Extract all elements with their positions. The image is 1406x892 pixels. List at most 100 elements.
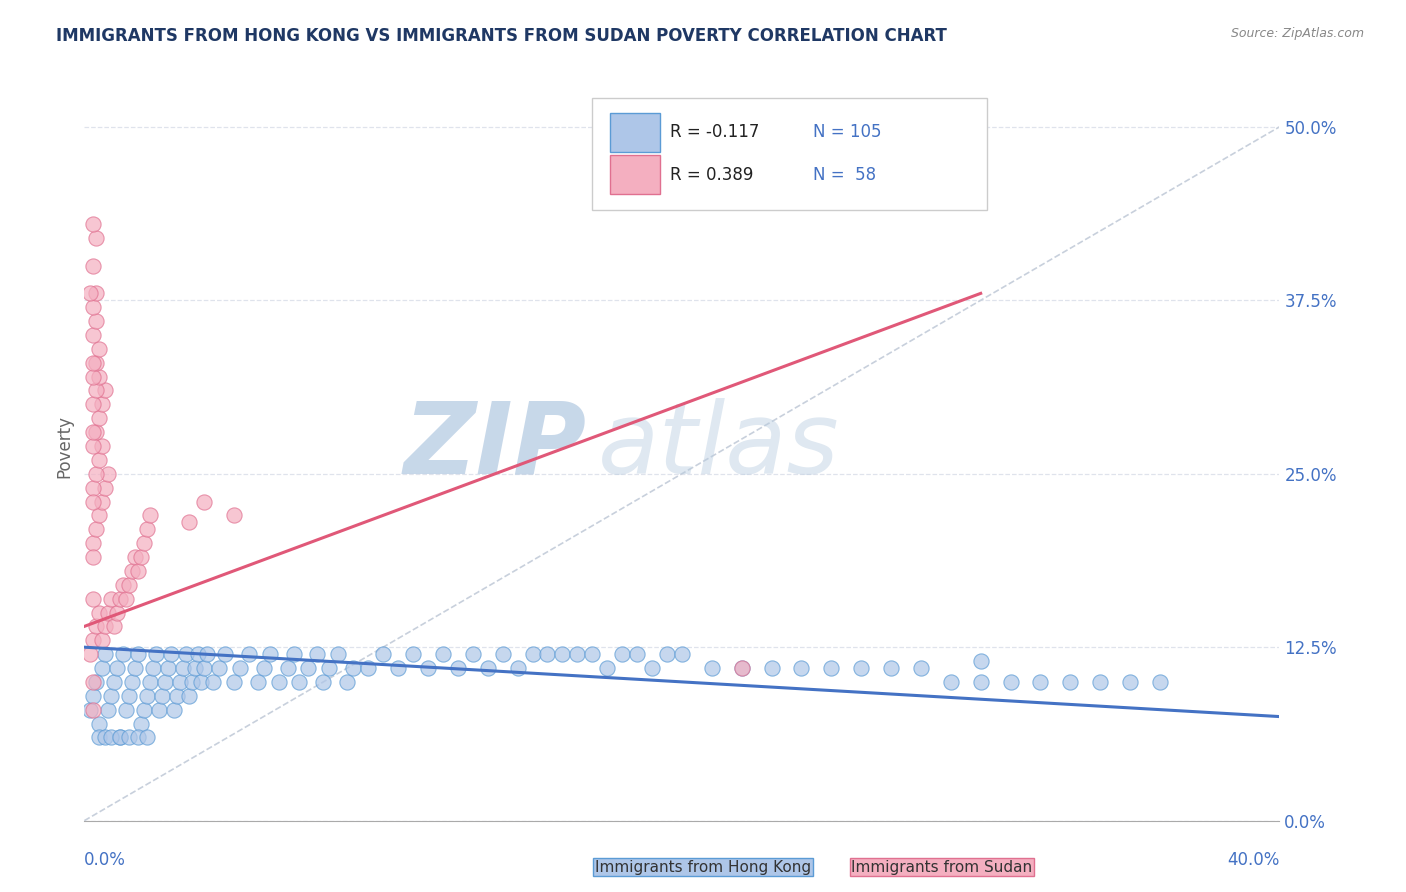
Point	[86, 231, 108, 245]
Point	[82, 356, 104, 370]
Point	[402, 647, 425, 661]
Text: ZIP: ZIP	[404, 398, 586, 494]
Point	[910, 661, 932, 675]
Point	[970, 654, 993, 668]
Point	[761, 661, 783, 675]
Point	[89, 411, 111, 425]
Point	[148, 703, 170, 717]
Point	[641, 661, 664, 675]
Point	[655, 647, 678, 661]
Point	[447, 661, 470, 675]
Point	[373, 647, 395, 661]
Point	[1000, 674, 1022, 689]
Point	[86, 522, 108, 536]
Point	[82, 217, 104, 231]
Point	[731, 661, 754, 675]
Point	[82, 425, 104, 439]
Point	[195, 647, 218, 661]
Point	[970, 674, 993, 689]
Point	[506, 661, 529, 675]
Point	[172, 661, 194, 675]
Point	[97, 606, 120, 620]
Point	[612, 647, 634, 661]
Point	[193, 494, 215, 508]
Point	[253, 661, 276, 675]
Point	[522, 647, 544, 661]
Point	[1090, 674, 1112, 689]
Point	[136, 522, 159, 536]
Point	[939, 674, 962, 689]
Point	[82, 633, 104, 648]
Point	[238, 647, 260, 661]
Point	[79, 647, 101, 661]
Point	[100, 731, 122, 745]
Point	[288, 674, 311, 689]
Point	[142, 661, 165, 675]
Point	[110, 731, 132, 745]
Point	[150, 689, 173, 703]
Point	[259, 647, 281, 661]
Point	[136, 731, 159, 745]
Point	[94, 731, 117, 745]
Point	[342, 661, 364, 675]
Point	[536, 647, 558, 661]
Point	[118, 731, 141, 745]
Point	[567, 647, 589, 661]
Point	[157, 661, 180, 675]
Point	[477, 661, 499, 675]
Point	[139, 674, 162, 689]
Point	[731, 661, 754, 675]
Point	[174, 647, 197, 661]
Point	[1059, 674, 1081, 689]
Point	[91, 633, 114, 648]
Point	[82, 674, 104, 689]
Point	[671, 647, 693, 661]
Point	[127, 564, 149, 578]
Point	[596, 661, 619, 675]
Point	[115, 703, 138, 717]
Point	[387, 661, 409, 675]
Point	[880, 661, 903, 675]
Point	[145, 647, 167, 661]
Text: R = -0.117: R = -0.117	[671, 123, 759, 141]
Point	[112, 647, 135, 661]
Point	[228, 661, 252, 675]
Point	[105, 661, 128, 675]
Point	[357, 661, 380, 675]
Point	[82, 481, 104, 495]
Point	[118, 578, 141, 592]
Point	[181, 674, 204, 689]
Point	[312, 674, 335, 689]
Text: N = 105: N = 105	[814, 123, 882, 141]
Point	[177, 516, 200, 530]
Point	[328, 647, 350, 661]
Point	[318, 661, 340, 675]
Point	[79, 703, 101, 717]
Point	[118, 689, 141, 703]
Point	[110, 591, 132, 606]
Point	[267, 674, 290, 689]
Point	[297, 661, 319, 675]
Point	[214, 647, 236, 661]
Point	[89, 508, 111, 523]
Point	[132, 703, 156, 717]
Point	[1029, 674, 1052, 689]
Point	[86, 674, 108, 689]
Point	[91, 397, 114, 411]
Point	[86, 286, 108, 301]
Point	[91, 439, 114, 453]
Point	[208, 661, 231, 675]
Point	[103, 619, 125, 633]
Point	[82, 494, 104, 508]
Point	[129, 549, 152, 564]
Point	[82, 689, 104, 703]
Point	[89, 342, 111, 356]
Point	[97, 467, 120, 481]
Point	[89, 606, 111, 620]
Text: Source: ZipAtlas.com: Source: ZipAtlas.com	[1230, 27, 1364, 40]
Point	[82, 549, 104, 564]
Point	[89, 369, 111, 384]
Point	[551, 647, 574, 661]
Point	[89, 731, 111, 745]
Text: Immigrants from Hong Kong: Immigrants from Hong Kong	[595, 860, 811, 874]
